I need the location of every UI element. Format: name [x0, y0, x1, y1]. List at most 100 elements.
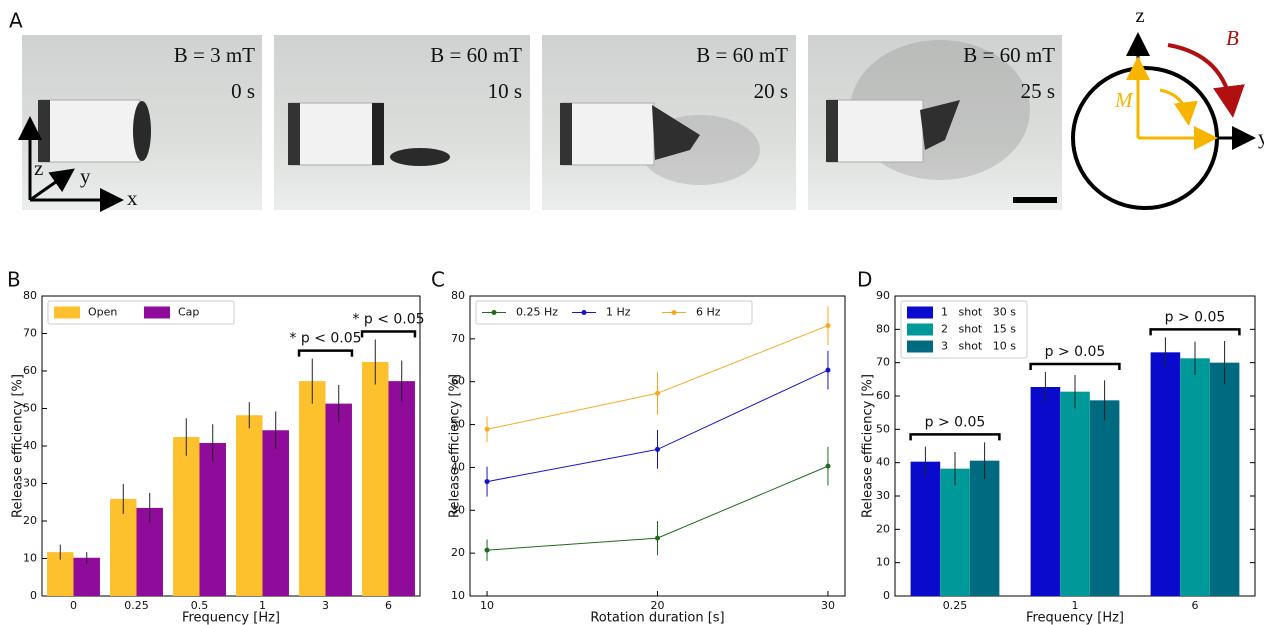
photo: B = 60 mT 20 s — [542, 35, 796, 210]
y-tick-label: 30 — [876, 489, 890, 502]
axis-name: y — [1258, 125, 1264, 149]
x-axis-label: Rotation duration [s] — [590, 611, 724, 625]
x-tick-label: 0.5 — [191, 599, 209, 612]
legend-swatch — [671, 310, 677, 315]
bar — [1180, 358, 1210, 596]
y-tick-label: 40 — [23, 439, 37, 452]
y-tick-label: 70 — [451, 332, 465, 345]
y-tick-label: 0 — [30, 589, 37, 602]
point — [825, 367, 831, 373]
y-tick-label: 10 — [23, 552, 37, 565]
annotation: * p < 0.05 — [352, 312, 424, 328]
significance-bracket — [297, 349, 354, 357]
legend-label: Open — [88, 306, 117, 319]
y-tick-label: 50 — [23, 402, 37, 415]
annotation: * p < 0.05 — [289, 331, 361, 347]
y-tick-label: 10 — [876, 556, 890, 569]
significance-bracket — [1029, 362, 1121, 370]
bar — [325, 403, 352, 596]
bar — [1209, 362, 1240, 596]
legend-swatch — [144, 306, 170, 319]
y-tick-label: 80 — [23, 289, 37, 302]
x-tick-label: 1 — [1072, 599, 1079, 612]
y-tick-label: 70 — [876, 356, 890, 369]
bar — [299, 381, 326, 596]
bar — [910, 461, 941, 596]
axis-name: z — [1135, 3, 1144, 27]
bar — [236, 415, 263, 596]
y-tick-label: 30 — [23, 477, 37, 490]
bar — [110, 498, 137, 596]
y-tick-label: 40 — [451, 460, 465, 473]
point — [655, 446, 660, 452]
field-label: B = 3 mT — [174, 43, 255, 67]
field-diagram: z y B M — [1071, 3, 1264, 210]
field-symbol: B — [1226, 26, 1239, 50]
moment-symbol: M — [1114, 88, 1134, 112]
point — [655, 390, 660, 396]
x-axis-label: Frequency [Hz] — [182, 611, 280, 625]
bar — [940, 468, 970, 596]
point — [484, 426, 490, 432]
y-tick-label: 0 — [883, 589, 890, 602]
y-tick-label: 10 — [451, 589, 465, 602]
x-tick-label: 6 — [1192, 599, 1199, 612]
bar — [262, 430, 289, 596]
point — [825, 463, 831, 469]
point — [484, 547, 490, 553]
photo: x z y B = 3 mT 0 s — [18, 35, 262, 212]
legend-label: 2 shot 15 s — [941, 323, 1016, 336]
legend-label: 6 Hz — [696, 306, 721, 319]
legend-swatch — [907, 306, 933, 319]
legend-label: Cap — [178, 306, 199, 319]
photo: B = 60 mT 10 s — [274, 35, 530, 210]
significance-bracket — [909, 433, 1001, 441]
field-label: B = 60 mT — [696, 43, 788, 67]
bar — [199, 443, 226, 596]
point — [825, 323, 831, 329]
legend-label: 3 shot 10 s — [941, 340, 1016, 353]
x-tick-label: 6 — [385, 599, 392, 612]
x-tick-label: 0 — [70, 599, 77, 612]
y-tick-label: 20 — [876, 522, 890, 535]
x-tick-label: 0.25 — [124, 599, 149, 612]
axis-name: y — [80, 164, 91, 188]
significance-bracket — [1149, 328, 1241, 336]
y-tick-label: 60 — [23, 364, 37, 377]
y-tick-label: 60 — [451, 375, 465, 388]
panel-label: B — [7, 268, 21, 292]
time-label: 25 s — [1021, 79, 1055, 103]
y-tick-label: 40 — [876, 456, 890, 469]
time-label: 10 s — [488, 79, 522, 103]
x-tick-label: 20 — [651, 599, 665, 612]
y-axis-label: Release efficiency [%] — [861, 374, 876, 518]
field-label: B = 60 mT — [430, 43, 522, 67]
time-label: 0 s — [231, 79, 255, 103]
axis-name: z — [34, 156, 43, 180]
annotation: p > 0.05 — [925, 414, 986, 430]
field-label: B = 60 mT — [963, 43, 1055, 67]
y-axis-label: Release efficiency [%] — [448, 374, 463, 518]
y-tick-label: 70 — [23, 327, 37, 340]
y-tick-label: 80 — [451, 289, 465, 302]
panel-label: D — [857, 268, 872, 292]
legend-swatch — [581, 310, 587, 315]
bar — [1150, 352, 1181, 596]
legend-frame — [47, 300, 235, 325]
x-tick-label: 30 — [821, 599, 835, 612]
bar — [1030, 387, 1061, 596]
legend-swatch — [907, 340, 933, 353]
y-tick-label: 20 — [451, 546, 465, 559]
x-tick-label: 1 — [259, 599, 266, 612]
legend-swatch — [491, 310, 497, 315]
legend-frame — [475, 300, 753, 325]
x-tick-label: 3 — [322, 599, 329, 612]
bar — [362, 362, 389, 596]
annotation: p > 0.05 — [1045, 344, 1106, 360]
y-tick-label: 90 — [876, 289, 890, 302]
bar — [1089, 400, 1120, 596]
legend-swatch — [54, 306, 80, 319]
annotation: p > 0.05 — [1165, 309, 1226, 325]
point — [484, 479, 490, 485]
